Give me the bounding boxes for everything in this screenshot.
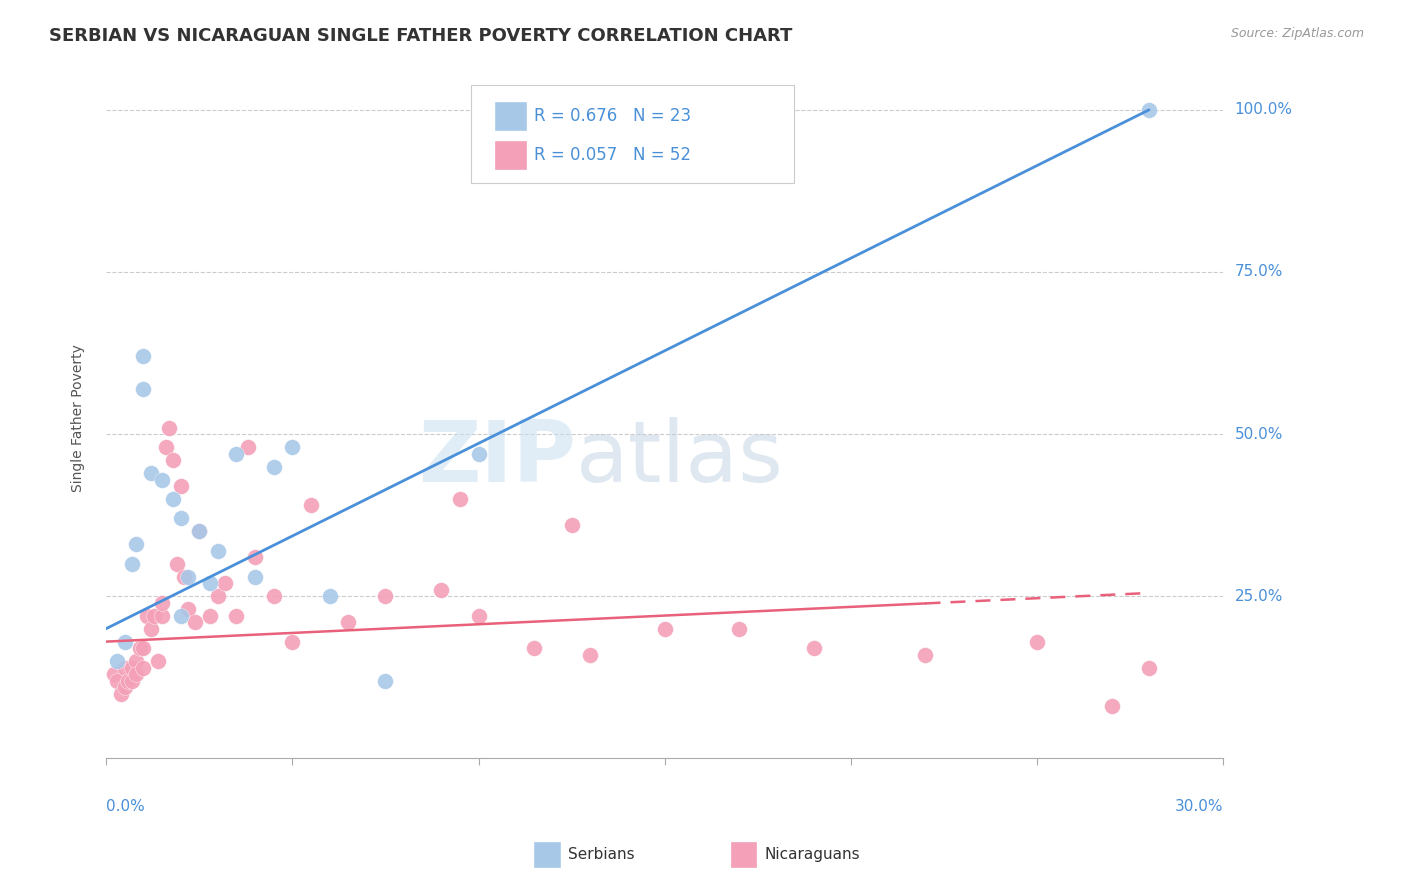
Point — [207, 544, 229, 558]
Point — [125, 537, 148, 551]
Point — [299, 499, 322, 513]
Point — [143, 608, 166, 623]
Point — [166, 557, 188, 571]
Point — [449, 491, 471, 506]
Point — [1137, 660, 1160, 674]
Point — [103, 667, 125, 681]
Point — [1026, 634, 1049, 648]
Point — [281, 440, 304, 454]
Point — [188, 524, 211, 539]
Point — [125, 667, 148, 681]
Point — [337, 615, 360, 629]
Point — [132, 349, 155, 363]
Point — [281, 634, 304, 648]
Point — [225, 608, 247, 623]
Text: Source: ZipAtlas.com: Source: ZipAtlas.com — [1230, 27, 1364, 40]
Point — [561, 517, 583, 532]
Point — [523, 641, 546, 656]
Point — [207, 589, 229, 603]
Point — [243, 570, 266, 584]
Text: SERBIAN VS NICARAGUAN SINGLE FATHER POVERTY CORRELATION CHART: SERBIAN VS NICARAGUAN SINGLE FATHER POVE… — [49, 27, 793, 45]
Point — [155, 440, 177, 454]
Text: 0.0%: 0.0% — [105, 799, 145, 814]
Text: ZIP: ZIP — [418, 417, 575, 500]
Text: atlas: atlas — [575, 417, 783, 500]
Y-axis label: Single Father Poverty: Single Father Poverty — [72, 344, 86, 491]
Point — [467, 446, 489, 460]
Point — [467, 608, 489, 623]
Point — [214, 576, 236, 591]
Point — [728, 622, 751, 636]
Point — [169, 608, 191, 623]
Point — [121, 660, 143, 674]
Point — [139, 466, 162, 480]
Point — [162, 453, 184, 467]
Point — [803, 641, 825, 656]
Point — [236, 440, 259, 454]
Point — [374, 589, 396, 603]
Text: 50.0%: 50.0% — [1234, 426, 1282, 442]
Point — [243, 550, 266, 565]
Text: Nicaraguans: Nicaraguans — [765, 847, 860, 862]
Point — [914, 648, 936, 662]
Point — [162, 491, 184, 506]
Point — [177, 570, 200, 584]
Text: 25.0%: 25.0% — [1234, 589, 1282, 604]
Point — [114, 680, 136, 694]
Point — [114, 634, 136, 648]
Point — [263, 589, 285, 603]
Point — [188, 524, 211, 539]
Point — [132, 382, 155, 396]
Point — [121, 557, 143, 571]
Point — [173, 570, 195, 584]
Point — [169, 479, 191, 493]
Point — [150, 608, 173, 623]
Point — [654, 622, 676, 636]
Point — [128, 641, 150, 656]
Point — [177, 602, 200, 616]
Point — [157, 420, 180, 434]
Point — [169, 511, 191, 525]
Point — [110, 686, 132, 700]
Point — [114, 660, 136, 674]
Point — [200, 608, 222, 623]
Point — [225, 446, 247, 460]
Point — [105, 654, 128, 668]
Point — [1137, 103, 1160, 117]
Point — [1101, 699, 1123, 714]
Text: R = 0.676   N = 23: R = 0.676 N = 23 — [534, 107, 692, 125]
Point — [148, 654, 170, 668]
Point — [139, 622, 162, 636]
Point — [117, 673, 139, 688]
Text: 30.0%: 30.0% — [1175, 799, 1223, 814]
Point — [430, 582, 453, 597]
Text: R = 0.057   N = 52: R = 0.057 N = 52 — [534, 146, 692, 164]
Point — [125, 654, 148, 668]
Point — [150, 596, 173, 610]
Point — [121, 673, 143, 688]
Point — [374, 673, 396, 688]
Text: 100.0%: 100.0% — [1234, 103, 1292, 118]
Point — [105, 673, 128, 688]
Point — [263, 459, 285, 474]
Text: Serbians: Serbians — [568, 847, 634, 862]
Point — [136, 608, 159, 623]
Point — [200, 576, 222, 591]
Point — [184, 615, 207, 629]
Point — [579, 648, 602, 662]
Point — [150, 473, 173, 487]
Point — [132, 641, 155, 656]
Point — [132, 660, 155, 674]
Point — [318, 589, 340, 603]
Text: 75.0%: 75.0% — [1234, 265, 1282, 279]
